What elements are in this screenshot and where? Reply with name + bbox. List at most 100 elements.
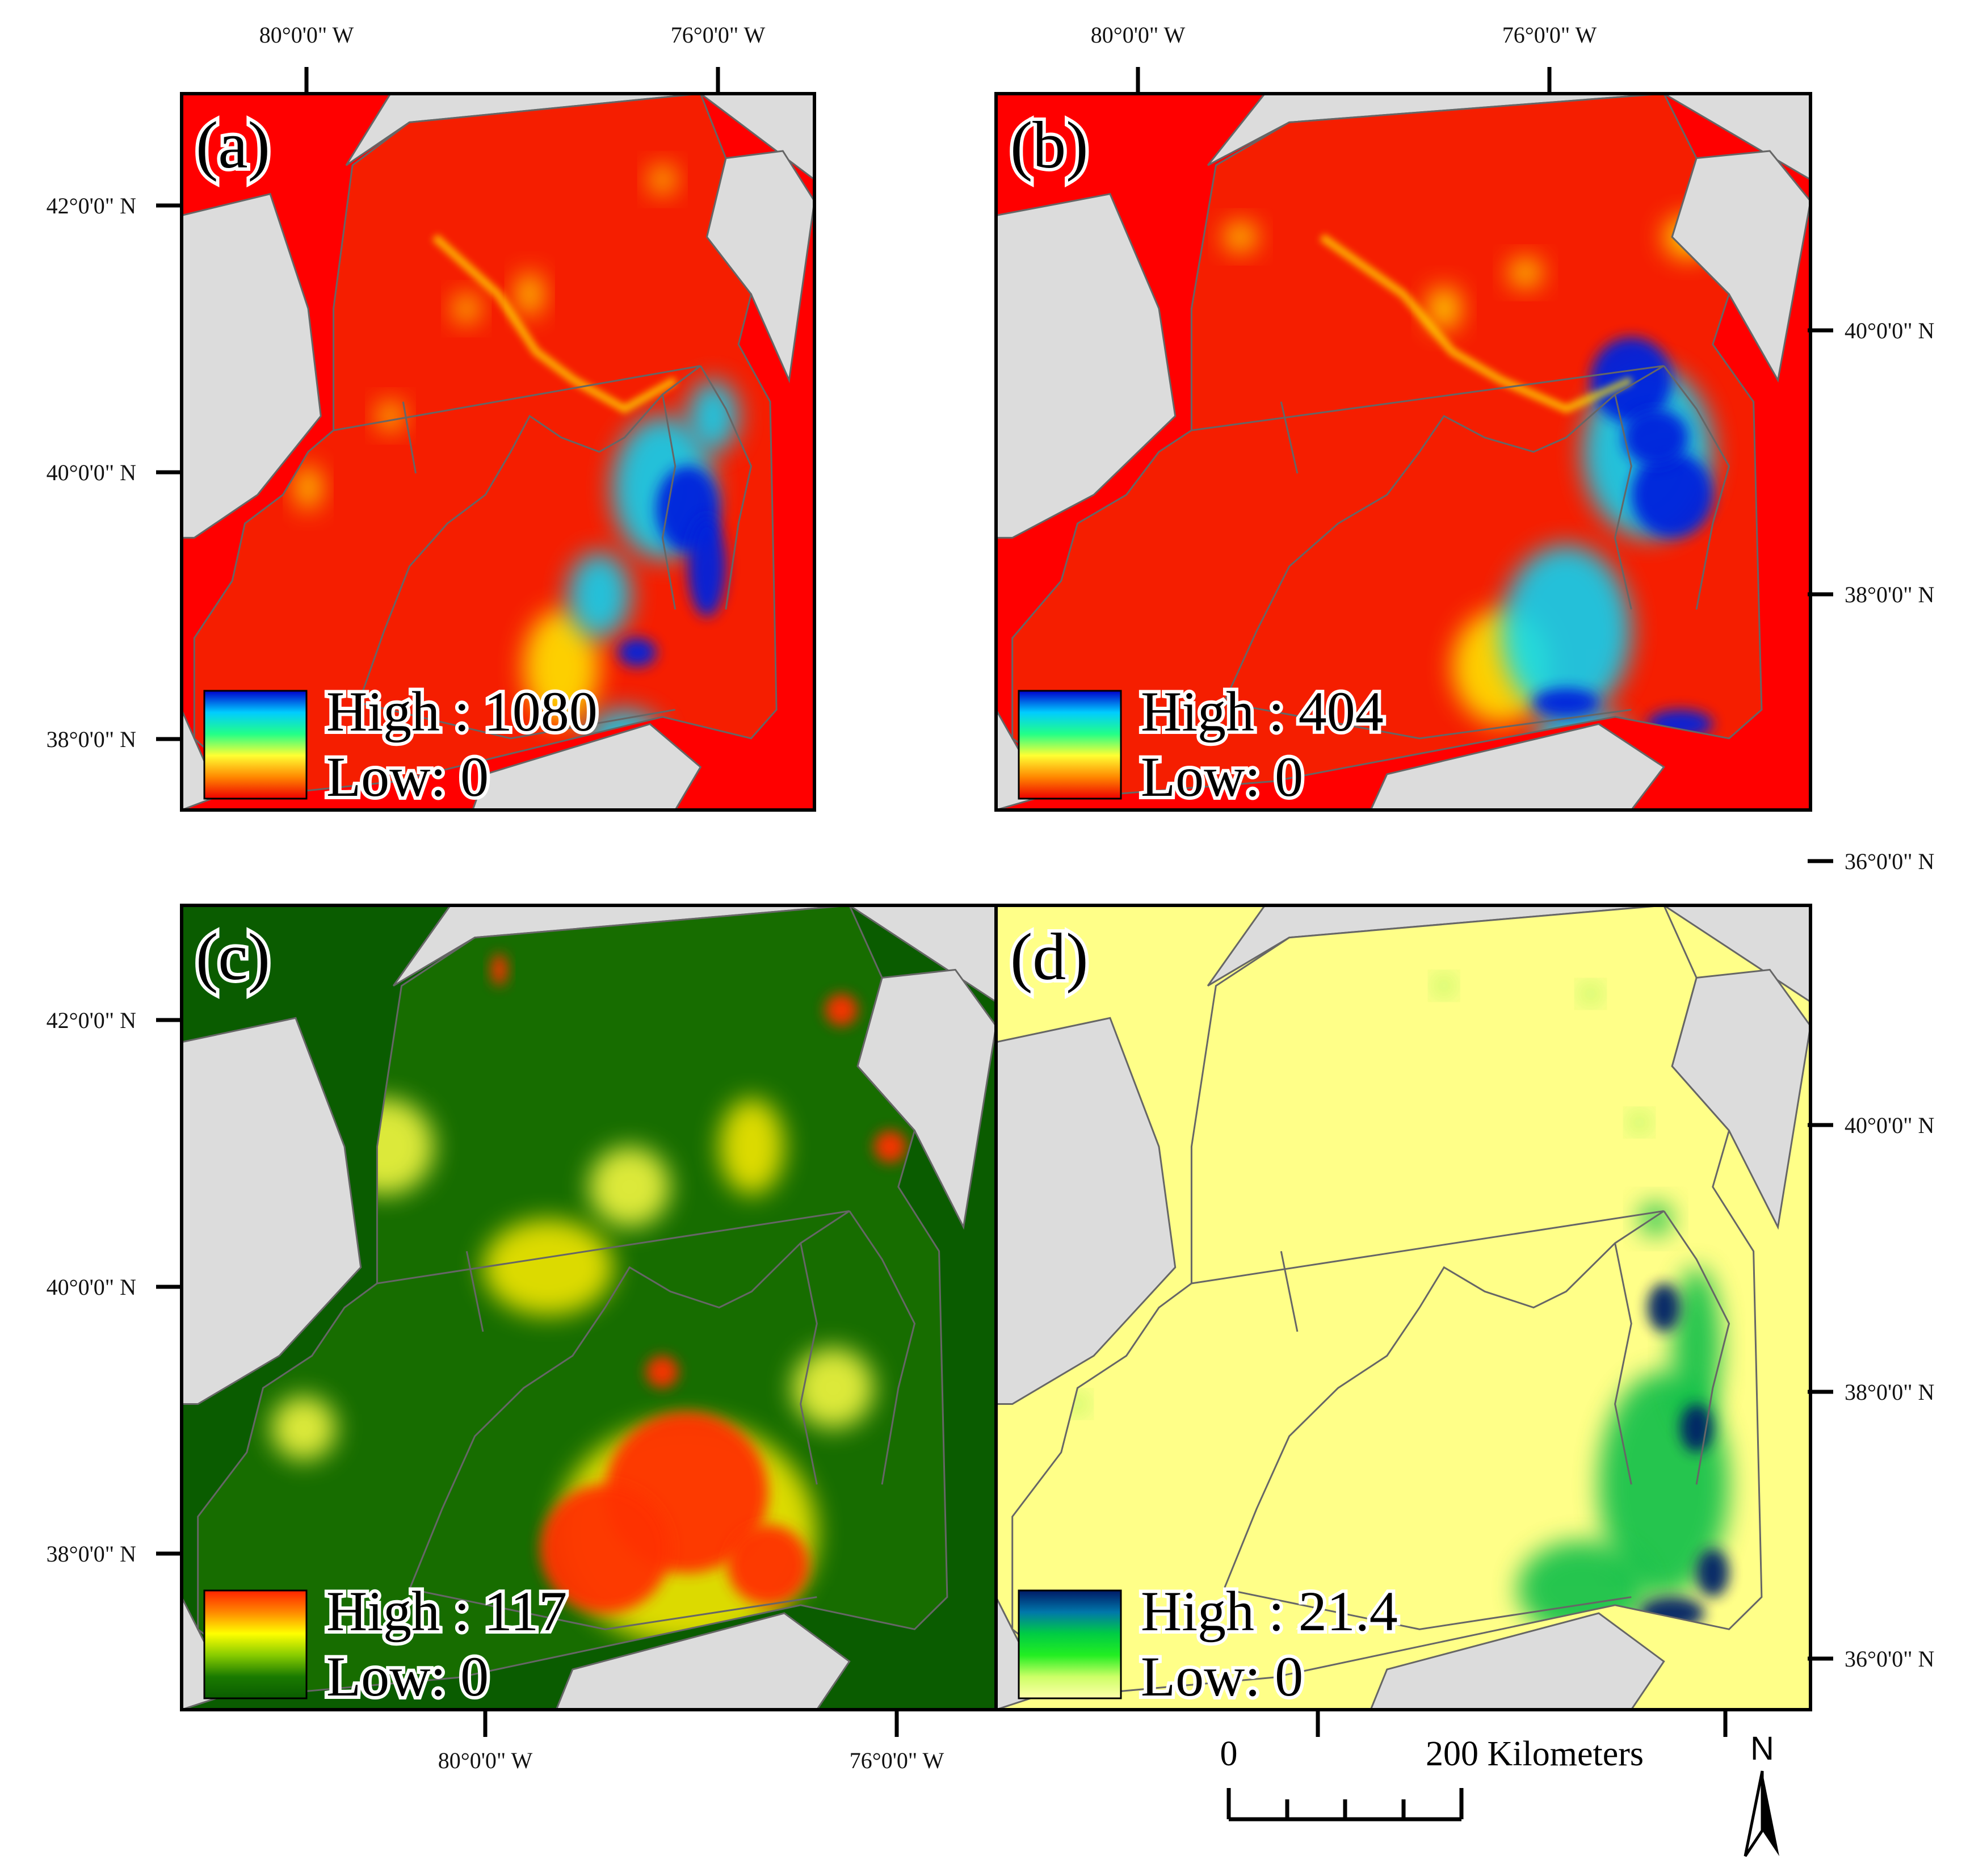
state-border bbox=[1280, 1251, 1299, 1332]
panel-frame bbox=[180, 92, 816, 812]
top-lon-label: 80°0'0" W bbox=[259, 22, 354, 48]
density-hotspot bbox=[568, 552, 631, 639]
state-border bbox=[402, 401, 417, 474]
right-lat-label: 40°0'0" N bbox=[1845, 1113, 1934, 1138]
north-arrow-icon bbox=[1744, 1770, 1779, 1857]
panel-label: (b) bbox=[1010, 108, 1089, 182]
study-area bbox=[194, 94, 777, 796]
state-border bbox=[1614, 394, 1632, 610]
top-longitude-axis bbox=[304, 67, 1552, 94]
scale-start-label: 0 bbox=[1220, 1735, 1238, 1773]
state-border bbox=[1614, 1243, 1632, 1485]
right-lat-label: 38°0'0" N bbox=[1845, 1379, 1934, 1405]
study-area bbox=[1012, 905, 1762, 1694]
left-lat-label: 42°0'0" N bbox=[47, 1008, 136, 1033]
legend-low-label: Low: 0 bbox=[326, 745, 489, 808]
bottom-longitude-axis bbox=[483, 1710, 899, 1737]
state-border bbox=[700, 365, 753, 610]
left-latitude-axis bbox=[156, 203, 182, 1556]
density-hotspot bbox=[1224, 223, 1257, 251]
panel-frame bbox=[994, 92, 1812, 812]
state-border bbox=[848, 1210, 916, 1485]
right-lat-label: 36°0'0" N bbox=[1845, 849, 1934, 874]
panel-label: (c) bbox=[196, 920, 270, 994]
density-hotspot bbox=[523, 609, 599, 724]
density-surface bbox=[271, 954, 907, 1646]
legend-color-ramp bbox=[1018, 1589, 1122, 1699]
right-lat-label: 40°0'0" N bbox=[1845, 318, 1934, 343]
density-hotspot bbox=[825, 993, 858, 1026]
density-hotspot bbox=[589, 1147, 670, 1227]
state-border bbox=[1223, 365, 1665, 703]
right-latitude-axis bbox=[1808, 328, 1833, 1661]
state-border bbox=[465, 1251, 484, 1332]
state-border bbox=[358, 702, 675, 740]
scale-end-label: 200 Kilometers bbox=[1426, 1735, 1644, 1773]
top-lon-label: 80°0'0" W bbox=[1091, 22, 1186, 48]
density-hotspot bbox=[1590, 337, 1673, 423]
state-border bbox=[1191, 365, 1664, 431]
density-hotspot bbox=[1631, 1114, 1648, 1131]
density-hotspot bbox=[1672, 1267, 1721, 1429]
corridor-highlight bbox=[1319, 233, 1633, 413]
state-border bbox=[409, 1588, 817, 1630]
left-lat-label: 40°0'0" N bbox=[47, 1274, 136, 1300]
density-hotspot bbox=[516, 272, 543, 316]
panel-label: (a) bbox=[196, 108, 270, 182]
state-border bbox=[1280, 401, 1299, 474]
surrounding-land bbox=[1370, 1612, 1665, 1710]
state-border bbox=[333, 365, 701, 431]
north-label: N bbox=[1750, 1730, 1774, 1767]
density-hotspot bbox=[650, 165, 675, 194]
density-hotspot bbox=[540, 1484, 670, 1613]
state-border bbox=[1191, 1210, 1664, 1285]
density-hotspot bbox=[295, 466, 321, 509]
surrounding-land bbox=[1370, 723, 1665, 810]
density-surface bbox=[1069, 977, 1729, 1661]
density-hotspot bbox=[491, 954, 508, 986]
density-hotspot bbox=[688, 516, 726, 617]
density-hotspot bbox=[1427, 287, 1460, 330]
surrounding-land bbox=[996, 193, 1177, 539]
legend-color-ramp bbox=[203, 1589, 308, 1699]
left-lat-label: 42°0'0" N bbox=[47, 193, 136, 219]
left-lat-label: 38°0'0" N bbox=[47, 1541, 136, 1567]
state-border bbox=[358, 365, 701, 703]
study-outline bbox=[193, 94, 778, 797]
density-hotspot bbox=[271, 1396, 337, 1460]
study-outline bbox=[197, 905, 948, 1695]
density-hotspot bbox=[1680, 1404, 1713, 1453]
density-hotspot bbox=[1648, 1283, 1681, 1332]
study-outline bbox=[1011, 905, 1763, 1695]
density-hotspot bbox=[453, 294, 480, 323]
density-hotspot bbox=[1639, 1203, 1673, 1235]
density-hotspot bbox=[1696, 1548, 1729, 1597]
bottom-lon-label: 80°0'0" W bbox=[438, 1748, 533, 1773]
legend-low-label: Low: 0 bbox=[1141, 1645, 1303, 1708]
left-lat-label: 40°0'0" N bbox=[47, 460, 136, 485]
left-lat-label: 38°0'0" N bbox=[47, 727, 136, 752]
right-lat-label: 38°0'0" N bbox=[1845, 582, 1934, 607]
legend-high-label: High : 117 bbox=[326, 1580, 567, 1643]
scale-bar bbox=[1226, 1710, 1728, 1822]
surrounding-land bbox=[996, 1017, 1177, 1405]
top-lon-label: 76°0'0" W bbox=[1502, 22, 1597, 48]
density-hotspot bbox=[688, 380, 739, 452]
state-border bbox=[409, 1210, 850, 1589]
surrounding-land bbox=[182, 192, 322, 539]
top-lon-label: 76°0'0" W bbox=[671, 22, 766, 48]
corridor-highlight bbox=[432, 234, 678, 414]
state-border bbox=[1224, 702, 1632, 740]
surrounding-land bbox=[555, 1612, 851, 1710]
density-hotspot bbox=[873, 1130, 907, 1163]
state-border bbox=[1663, 1210, 1730, 1485]
state-border bbox=[1663, 365, 1730, 610]
density-hotspot bbox=[482, 1219, 614, 1316]
density-hotspot bbox=[792, 1348, 874, 1429]
legend-color-ramp bbox=[203, 690, 308, 800]
